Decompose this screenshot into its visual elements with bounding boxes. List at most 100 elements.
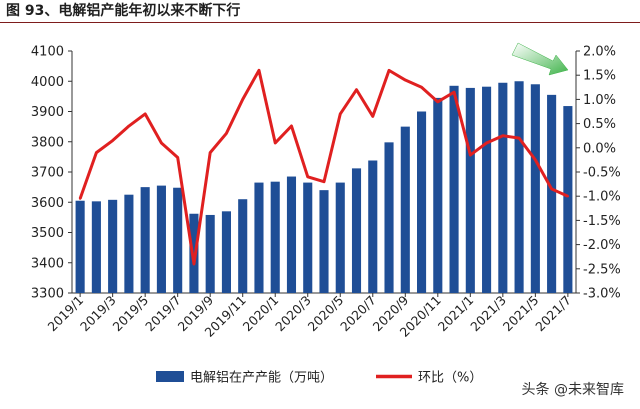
left-y-tick-label: 4100: [31, 45, 64, 60]
bar: [368, 160, 378, 293]
bar-series: [75, 81, 573, 294]
left-y-tick-label: 3800: [31, 135, 64, 150]
right-y-tick-label: 2.0%: [583, 45, 616, 60]
bar: [547, 94, 557, 293]
right-y-tick-label: 1.5%: [583, 69, 616, 84]
bar: [400, 126, 410, 294]
x-tick-label: 2020/5: [305, 293, 347, 335]
bar: [465, 87, 475, 293]
legend-label-bar: 电解铝在产产能（万吨）: [190, 371, 333, 386]
line-point: [241, 98, 244, 101]
bar: [319, 190, 329, 293]
bar: [124, 194, 134, 293]
line-point: [290, 124, 293, 128]
right-y-tick-label: 1.0%: [583, 93, 616, 108]
bar: [335, 182, 345, 293]
bar: [205, 214, 215, 293]
x-tick-label: 2021/1: [435, 293, 477, 335]
right-y-tick-label: -3.0%: [583, 287, 621, 302]
line-series: [78, 68, 570, 266]
line-point: [485, 141, 488, 145]
bar: [108, 199, 118, 293]
figure-title: 图 93、电解铝产能年初以来不断下行: [6, 3, 241, 19]
right-y-tick-label: 0.0%: [583, 141, 616, 156]
line-point: [127, 124, 131, 128]
bar: [449, 85, 459, 293]
x-tick-label: 2021/3: [467, 293, 509, 335]
right-y-tick-label: -1.5%: [583, 214, 621, 229]
line-point: [208, 151, 212, 154]
line-point: [176, 156, 179, 159]
line-point: [517, 136, 521, 140]
line-point: [469, 153, 472, 157]
line-point: [534, 158, 537, 162]
x-tick-label: 2020/7: [337, 293, 379, 335]
bar: [91, 201, 101, 293]
line-point: [452, 90, 456, 94]
line-point: [111, 139, 114, 142]
bar: [514, 81, 524, 293]
left-y-tick-label: 4000: [31, 75, 64, 90]
bar: [303, 182, 313, 293]
right-y-tick-label: -2.5%: [583, 262, 621, 277]
line-point: [550, 187, 553, 191]
bar: [384, 142, 394, 293]
x-tick-label: 2020/1: [240, 293, 282, 335]
left-y-tick-label: 3900: [31, 105, 64, 120]
line-point: [404, 78, 407, 82]
right-y-tick-label: -0.5%: [583, 166, 621, 181]
bar: [173, 187, 183, 293]
bar: [238, 199, 248, 293]
bar: [286, 176, 297, 293]
line-point: [95, 151, 98, 154]
x-tick-label: 2019/5: [110, 293, 152, 335]
line-point: [566, 195, 570, 198]
left-y-tick-label: 3500: [31, 226, 64, 241]
line-point: [192, 262, 196, 266]
left-y-tick-label: 3300: [31, 287, 64, 302]
bar: [189, 213, 199, 293]
legend: 电解铝在产产能（万吨） 环比（%）: [156, 371, 482, 386]
legend-swatch-bar: [156, 371, 184, 382]
watermark: 头条 @未来智库: [521, 382, 624, 398]
bar: [482, 86, 492, 293]
line-point: [501, 134, 505, 137]
bar: [563, 106, 573, 293]
bar: [270, 181, 280, 293]
x-tick-label: 2019/7: [142, 293, 184, 335]
bar: [530, 84, 540, 294]
line-point: [371, 115, 374, 118]
line-point: [436, 100, 440, 104]
line-point: [143, 112, 147, 116]
right-y-tick-label: -1.0%: [583, 190, 621, 205]
title-divider: [0, 22, 640, 23]
trend-arrow-icon: [511, 42, 569, 76]
bar: [254, 182, 264, 293]
line-point: [339, 112, 342, 116]
left-y-tick-label: 3700: [31, 166, 64, 181]
bar: [221, 211, 231, 293]
line-point: [225, 132, 228, 135]
left-y-tick-label: 3600: [31, 196, 64, 211]
line-point: [355, 88, 358, 91]
legend-label-line: 环比（%）: [418, 371, 482, 386]
bar: [498, 82, 508, 293]
line-point: [387, 69, 391, 72]
x-tick-label: 2021/7: [532, 293, 574, 335]
line-point: [420, 86, 423, 89]
left-y-tick-label: 3400: [31, 256, 64, 271]
x-tick-label: 2021/5: [500, 293, 542, 335]
line-point: [274, 141, 277, 145]
line-point: [78, 197, 82, 200]
trend-arrow-annotation: [511, 42, 569, 76]
right-y-tick-label: -2.0%: [583, 238, 621, 253]
line-point: [306, 175, 309, 179]
line-point: [160, 141, 163, 145]
bar: [417, 111, 427, 293]
bar: [156, 185, 166, 293]
line-point: [322, 180, 326, 183]
x-tick-label: 2019/3: [77, 293, 119, 335]
right-y-tick-label: 0.5%: [583, 117, 616, 132]
bar: [75, 200, 85, 293]
